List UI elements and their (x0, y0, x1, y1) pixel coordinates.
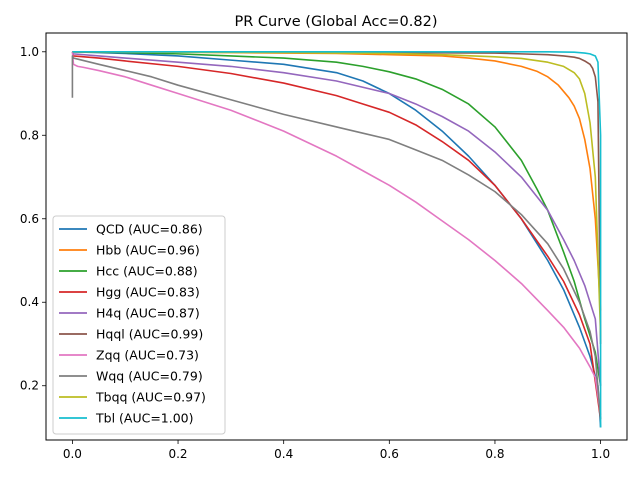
legend-label-1: Hbb (AUC=0.96) (96, 243, 200, 258)
series-line-9 (72, 50, 602, 428)
legend-label-9: Tbl (AUC=1.00) (95, 411, 194, 426)
series-line-2 (72, 50, 602, 386)
x-tick-label: 0.4 (274, 447, 293, 461)
x-tick-label: 0.8 (485, 447, 504, 461)
y-tick-label: 0.8 (20, 128, 39, 142)
legend-label-8: Tbqq (AUC=0.97) (95, 390, 206, 405)
legend-label-0: QCD (AUC=0.86) (96, 222, 203, 237)
y-tick-label: 0.4 (20, 295, 39, 309)
x-tick-label: 0.2 (168, 447, 187, 461)
legend-label-7: Wqq (AUC=0.79) (96, 369, 203, 384)
legend-box (52, 215, 226, 435)
legend-label-6: Zqq (AUC=0.73) (96, 348, 199, 363)
plot-lines (71, 50, 602, 428)
legend-label-3: Hgg (AUC=0.83) (96, 285, 200, 300)
axes-frame (45, 32, 628, 441)
y-axis: 0.2 0.4 0.6 0.8 1.0 (20, 45, 46, 393)
y-tick-label: 0.6 (20, 212, 39, 226)
x-tick-label: 1.0 (591, 447, 610, 461)
series-line-6 (71, 51, 602, 416)
series-line-4 (71, 51, 602, 386)
x-tick-label: 0.6 (380, 447, 399, 461)
x-tick-label: 0.0 (63, 447, 82, 461)
legend-label-5: Hqql (AUC=0.99) (96, 327, 203, 342)
series-line-7 (71, 55, 602, 420)
legend-label-2: Hcc (AUC=0.88) (96, 264, 198, 279)
y-tick-label: 0.2 (20, 379, 39, 393)
chart-title: PR Curve (Global Acc=0.82) (234, 14, 437, 30)
legend: QCD (AUC=0.86) Hbb (AUC=0.96) Hcc (AUC=0.8… (52, 215, 226, 435)
legend-label-4: H4q (AUC=0.87) (96, 306, 200, 321)
series-line-3 (71, 51, 602, 420)
series-line-0 (72, 50, 602, 428)
y-tick-label: 1.0 (20, 45, 39, 59)
x-axis: 0.0 0.2 0.4 0.6 0.8 1.0 (63, 440, 610, 461)
